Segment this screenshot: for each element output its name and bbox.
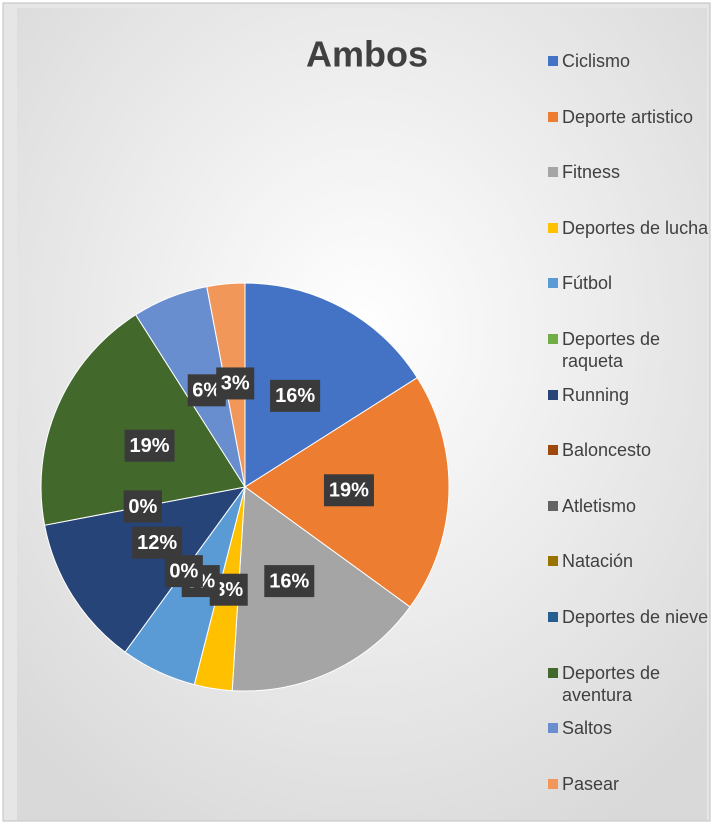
legend-entry: Pasear: [548, 773, 712, 795]
data-label-box: [164, 555, 203, 588]
data-label-box: [216, 367, 255, 400]
legend-label: Deportes de aventura: [562, 662, 661, 705]
data-label-box: [123, 490, 162, 523]
legend-label: Saltos: [562, 718, 613, 739]
legend-label: Fitness: [562, 162, 621, 183]
legend-swatch: [548, 334, 558, 344]
legend-swatch: [548, 556, 558, 567]
data-label: 19%: [130, 435, 170, 457]
legend-swatch: [548, 500, 558, 511]
legend-entry: Fútbol: [548, 272, 712, 294]
legend-entry: Deportes de lucha: [548, 217, 712, 239]
data-label-box: [264, 565, 315, 598]
legend-swatch: [548, 667, 558, 678]
data-label-box: [132, 526, 183, 559]
data-label: 19%: [329, 480, 369, 502]
legend-label: Fútbol: [562, 273, 613, 294]
pie-slice: [244, 282, 418, 488]
legend-label: Deportes de nieve: [562, 607, 709, 627]
legend-entry: Deportes de raqueta: [548, 328, 712, 372]
data-label: 6%: [192, 380, 221, 402]
data-label-box: [270, 379, 321, 412]
legend-label: Deportes de lucha: [562, 217, 709, 238]
pie-slice: [44, 486, 247, 653]
legend-swatch: [548, 612, 558, 622]
data-label: 0%: [128, 496, 157, 518]
legend-swatch: [548, 167, 558, 178]
data-label: 12%: [137, 532, 177, 554]
legend-label: Ciclismo: [562, 51, 631, 71]
legend-label: Deporte artistico: [562, 106, 694, 127]
legend-swatch: [548, 723, 558, 734]
legend-swatch: [548, 778, 558, 789]
legend-swatch: [548, 278, 558, 289]
pie-slice: [40, 314, 246, 526]
legend-label: Running: [562, 384, 630, 405]
legend-entry: Saltos: [548, 717, 712, 739]
legend-entry: Deportes de nieve: [548, 606, 712, 628]
legend-entry: Baloncesto: [548, 439, 712, 461]
data-label: 16%: [275, 385, 315, 407]
data-label: 3%: [214, 579, 243, 601]
legend-label: Pasear: [562, 773, 620, 794]
chart-title: Ambos: [306, 34, 428, 75]
data-label: 0%: [169, 560, 198, 582]
data-label-box: [124, 429, 175, 462]
legend-swatch: [548, 56, 558, 66]
legend-entry: Atletismo: [548, 495, 712, 517]
legend-label: Atletismo: [562, 495, 637, 516]
legend-swatch: [548, 111, 558, 122]
legend-entry: Natación: [548, 550, 712, 572]
legend-entry: Deportes de aventura: [548, 662, 712, 706]
legend-entry: Fitness: [548, 161, 712, 183]
legend-entry: Ciclismo: [548, 50, 712, 72]
legend-label: Deportes de raqueta: [562, 329, 661, 371]
legend-entry: Deporte artistico: [548, 106, 712, 128]
legend-label: Natación: [562, 551, 634, 572]
data-label: 3%: [221, 373, 250, 395]
legend-swatch: [548, 445, 558, 456]
legend-swatch: [548, 389, 558, 400]
legend-swatch: [548, 222, 558, 233]
pie-slice: [231, 486, 411, 692]
legend-entry: Running: [548, 384, 712, 406]
legend-label: Baloncesto: [562, 440, 652, 461]
data-label: 16%: [269, 570, 309, 592]
data-label-box: [323, 474, 374, 507]
